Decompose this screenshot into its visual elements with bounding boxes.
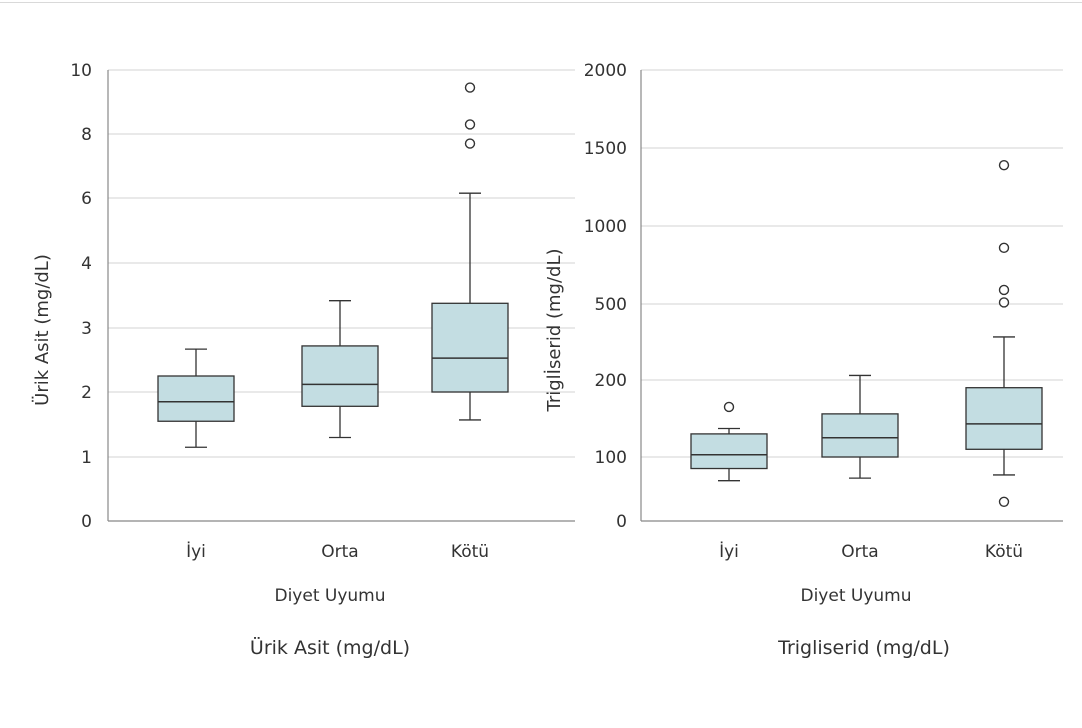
y-tick-label: 2000 (584, 61, 627, 81)
box-iqr (821, 413, 899, 458)
outlier-point (998, 242, 1010, 254)
x-category-label: Orta (321, 542, 358, 562)
x-category-label: İyi (186, 541, 206, 562)
outlier-point (998, 284, 1010, 296)
chart-panel-2: 0 100 200 500 1000 1500 2000 İyi Orta Kötü Diyet U… (544, 61, 1063, 659)
outlier-point (464, 82, 476, 93)
y-tick-label: 0 (616, 512, 627, 532)
outlier-point (998, 496, 1010, 507)
x-axis-title: Diyet Uyumu (274, 586, 385, 606)
y-tick-label: 500 (595, 295, 627, 315)
chart-panel-1: 0 1 2 3 4 6 8 10 İyi Orta Kötü Diyet Uyumu Ürik Asit… (31, 61, 575, 659)
panel-caption: Ürik Asit (mg/dL) (250, 636, 410, 659)
x-category-label: İyi (719, 541, 739, 562)
y-tick-label: 1000 (584, 217, 627, 237)
y-axis-title: Triglİserid (mg/dL) (544, 248, 565, 412)
y-tick-label: 2 (81, 383, 92, 403)
y-tick-label: 8 (81, 125, 92, 145)
x-axis-title: Diyet Uyumu (800, 586, 911, 606)
panel-caption: Trigliserid (mg/dL) (777, 637, 950, 659)
box-iqr (157, 375, 235, 422)
y-tick-label: 1 (81, 448, 92, 468)
y-tick-label: 1500 (584, 139, 627, 159)
x-category-label: Kötü (451, 542, 489, 562)
box-3 (431, 82, 509, 421)
outlier-point (998, 297, 1010, 308)
outlier-point (464, 138, 476, 149)
x-category-label: Kötü (985, 542, 1023, 562)
box-2 (821, 374, 899, 479)
y-tick-label: 0 (81, 512, 92, 532)
box-iqr (690, 433, 768, 470)
x-category-label: Orta (841, 542, 878, 562)
y-tick-label: 100 (595, 448, 627, 468)
box-iqr (431, 302, 509, 393)
outlier-point (998, 159, 1010, 171)
box-2 (301, 300, 379, 439)
y-tick-label: 200 (595, 371, 627, 391)
y-tick-label: 3 (81, 319, 92, 339)
box-iqr (301, 345, 379, 407)
outlier-point (723, 401, 735, 413)
top-divider (0, 2, 1082, 3)
y-tick-label: 6 (81, 189, 92, 209)
outlier-point (464, 119, 476, 130)
y-axis-title: Ürik Asit (mg/dL) (31, 254, 53, 406)
box-3 (965, 159, 1043, 507)
y-tick-label: 10 (70, 61, 92, 81)
box-1 (690, 401, 768, 482)
box-iqr (965, 387, 1043, 450)
box-1 (157, 348, 235, 448)
y-tick-label: 4 (81, 254, 92, 274)
